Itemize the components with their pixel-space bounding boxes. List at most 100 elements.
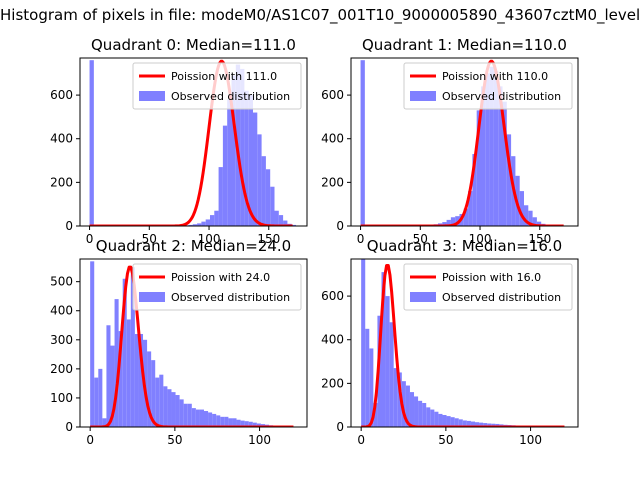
histogram-bar	[228, 418, 233, 427]
poisson-line	[90, 265, 294, 427]
histogram-bar	[130, 267, 135, 427]
histogram-bar	[455, 216, 460, 226]
histogram-bar	[187, 403, 192, 427]
legend-bar-label: Observed distribution	[442, 90, 561, 103]
histogram-bar	[138, 333, 144, 427]
histogram-bar	[171, 392, 176, 427]
histogram-bar	[401, 381, 406, 427]
y-tick-label: 200	[50, 362, 73, 376]
histogram-bar	[498, 86, 503, 226]
histogram-bar	[126, 319, 131, 427]
histogram-bar	[208, 412, 213, 427]
histogram-bar	[110, 345, 115, 427]
x-tick-label: 100	[469, 232, 492, 246]
x-tick-label: 50	[167, 433, 182, 447]
histogram-bar	[479, 422, 484, 427]
histogram-bar	[414, 396, 419, 427]
x-tick-label: 0	[357, 433, 365, 447]
histogram-bar	[224, 416, 229, 427]
histogram-bar	[175, 395, 180, 427]
histogram-bar	[438, 413, 443, 427]
plot-area	[360, 59, 564, 226]
subplot-0: 0 50 100 150 0 200 400 600 Quadrant 0: Median=11…	[50, 36, 308, 246]
plot-area	[361, 259, 565, 427]
x-tick-label: 0	[86, 433, 94, 447]
histogram-bar	[212, 413, 217, 427]
histogram-bar	[434, 411, 439, 427]
histogram-bar	[204, 411, 209, 427]
axes-frame	[350, 57, 579, 227]
histogram-bar	[532, 217, 537, 226]
histogram-bar	[163, 386, 168, 427]
histogram-bar	[519, 191, 524, 226]
histogram-bar	[240, 68, 245, 226]
histogram-bar	[523, 205, 529, 226]
subplot-title: Quadrant 1: Median=110.0	[362, 36, 567, 54]
histogram-bar	[147, 351, 152, 427]
histogram-bar	[446, 219, 451, 226]
histogram-bar	[466, 420, 471, 427]
subplot-title: Quadrant 2: Median=24.0	[96, 237, 291, 255]
histogram-bar	[463, 208, 469, 226]
x-tick-label: 100	[198, 232, 221, 246]
y-tick-label: 0	[336, 420, 344, 434]
histogram-bar	[199, 409, 205, 427]
histogram-bar	[373, 403, 378, 427]
x-tick-label: 50	[413, 232, 428, 246]
histogram-bar	[493, 71, 499, 226]
figure-suptitle: Histogram of pixels in file: modeM0/AS1C…	[0, 6, 640, 24]
histogram-bar	[114, 299, 119, 427]
subplot-2: 0 50 100 0 100 200 300 400 500 Quadrant 2: Median…	[50, 237, 308, 447]
histogram-bar	[244, 90, 249, 226]
poisson-line	[89, 59, 293, 226]
legend-bar-label: Observed distribution	[442, 291, 561, 304]
histogram-bar	[122, 278, 127, 427]
histogram-bar	[405, 385, 410, 427]
histogram-bar	[197, 223, 202, 226]
legend-bar-swatch	[139, 292, 165, 302]
histogram-bar	[450, 217, 456, 226]
histogram-bar	[360, 60, 365, 226]
histogram-bar	[240, 420, 245, 427]
histogram-bar	[252, 422, 257, 427]
histogram-bar	[475, 422, 480, 427]
histogram-bar	[179, 399, 184, 427]
legend-line-label: Poission with 110.0	[442, 70, 548, 83]
histogram-bar	[167, 389, 172, 427]
histogram-bar	[94, 377, 99, 427]
legend-bar-swatch	[410, 91, 436, 101]
histogram-bar	[468, 191, 473, 226]
x-tick-label: 150	[257, 232, 280, 246]
subplot-title: Quadrant 0: Median=111.0	[91, 36, 296, 54]
histogram-bar	[151, 360, 156, 427]
legend-line-label: Poission with 24.0	[171, 271, 270, 284]
histogram-bar	[502, 101, 507, 226]
histogram-bar	[462, 420, 467, 427]
y-tick-label: 0	[336, 219, 344, 233]
legend-box	[403, 62, 573, 110]
y-tick-label: 400	[50, 132, 73, 146]
histogram-bar	[528, 210, 533, 226]
histogram-bar	[442, 222, 447, 226]
x-tick-label: 100	[519, 433, 542, 447]
y-tick-label: 600	[321, 88, 344, 102]
histogram-bar	[155, 377, 160, 427]
histogram-bar	[422, 403, 427, 427]
y-tick-label: 400	[50, 304, 73, 318]
histogram-bar	[446, 416, 451, 427]
histogram-bar	[256, 423, 261, 427]
histogram-bar	[470, 421, 476, 427]
histogram-bar	[89, 60, 94, 226]
x-tick-label: 50	[438, 433, 453, 447]
histogram-bar	[278, 215, 284, 226]
plot-area	[90, 261, 294, 427]
histogram-bar	[134, 333, 139, 427]
axes-frame	[350, 258, 579, 428]
x-tick-label: 100	[248, 433, 271, 447]
histogram-bar	[483, 423, 488, 427]
histogram-bar	[291, 224, 297, 226]
y-tick-label: 400	[321, 333, 344, 347]
histogram-bar	[118, 331, 123, 427]
subplot-1: 0 50 100 150 0 200 400 600 Quadrant 1: Median=11…	[321, 36, 579, 246]
histogram-bar	[369, 348, 374, 427]
